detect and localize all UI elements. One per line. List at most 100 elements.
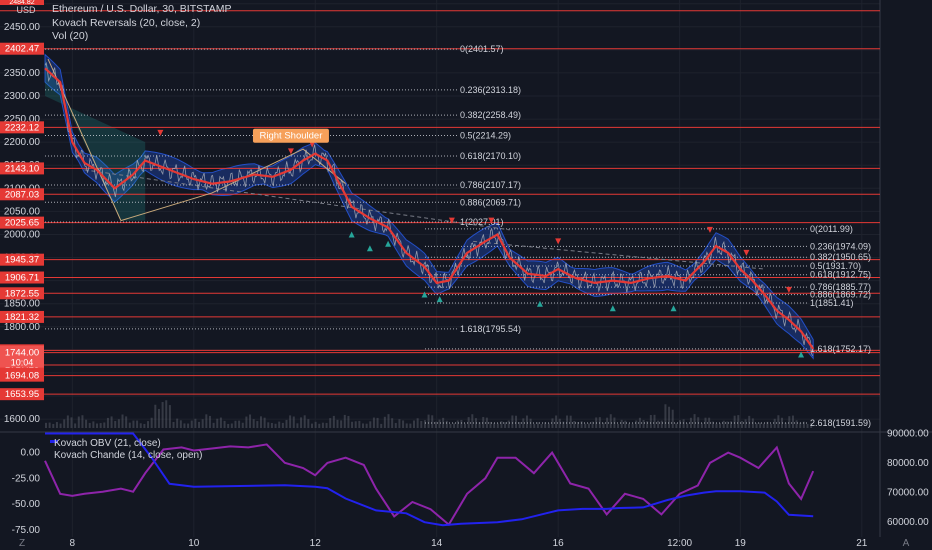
volume-bar bbox=[409, 423, 412, 428]
chart-title: Ethereum / U.S. Dollar, 30, BITSTAMP bbox=[52, 3, 232, 15]
currency-label: USD bbox=[16, 5, 36, 15]
volume-bar bbox=[314, 421, 317, 428]
volume-bar bbox=[802, 421, 805, 428]
volume-bar bbox=[285, 419, 288, 428]
volume-bar bbox=[682, 419, 685, 428]
level-price-tag bbox=[0, 188, 44, 201]
reversal-down-marker bbox=[785, 286, 792, 293]
volume-bar bbox=[249, 414, 252, 428]
reversal-up-marker bbox=[421, 291, 428, 298]
volume-bar bbox=[300, 417, 303, 428]
reversal-down-marker bbox=[743, 249, 750, 256]
indicator-kovach-reversals[interactable]: Kovach Reversals (20, close, 2) bbox=[52, 17, 201, 29]
volume-bar bbox=[267, 422, 270, 428]
volume-bar bbox=[270, 422, 273, 428]
volume-bar bbox=[456, 420, 459, 428]
price-tick-label: 1850.00 bbox=[4, 299, 41, 310]
price-tick-label: 2050.00 bbox=[4, 206, 41, 217]
level-price-tag-text: 2025.65 bbox=[5, 218, 39, 229]
volume-bar bbox=[533, 423, 536, 428]
volume-bar bbox=[219, 417, 222, 428]
reversal-up-marker bbox=[536, 300, 543, 307]
last-price-countdown: 10:04 bbox=[11, 358, 34, 368]
volume-bar bbox=[227, 423, 230, 428]
volume-bar bbox=[365, 423, 368, 428]
volume-bar bbox=[201, 419, 204, 428]
obv-legend-label: Kovach OBV (21, close) bbox=[54, 438, 161, 449]
volume-bar bbox=[183, 423, 186, 428]
volume-bar bbox=[45, 422, 47, 428]
volume-bar bbox=[318, 423, 321, 428]
reversal-down-marker bbox=[555, 238, 562, 245]
fib-level-label: 0.886(1869.72) bbox=[810, 290, 871, 300]
volume-bar bbox=[759, 422, 762, 428]
volume-bar bbox=[165, 400, 168, 428]
indicator-volume[interactable]: Vol (20) bbox=[52, 30, 89, 42]
volume-bar bbox=[85, 419, 88, 428]
level-price-tag bbox=[0, 271, 44, 284]
level-price-tag bbox=[0, 121, 44, 134]
volume-bar bbox=[693, 414, 696, 428]
volume-bar bbox=[493, 423, 496, 428]
volume-bar bbox=[686, 423, 689, 428]
volume-bar bbox=[642, 419, 645, 428]
volume-bar bbox=[638, 417, 641, 428]
volume-bar bbox=[791, 415, 794, 428]
time-tick-label: 12 bbox=[310, 538, 322, 549]
volume-bar bbox=[88, 422, 91, 428]
volume-bar bbox=[343, 414, 346, 428]
volume-bar bbox=[551, 418, 554, 428]
volume-bar bbox=[289, 415, 292, 428]
price-tick-label: 2300.00 bbox=[4, 91, 41, 102]
reversal-up-marker bbox=[385, 240, 392, 247]
volume-bar bbox=[241, 422, 244, 428]
grid-lines bbox=[0, 0, 932, 537]
volume-bar bbox=[540, 423, 543, 428]
volume-bar bbox=[70, 417, 73, 428]
level-price-tag-text: 2402.47 bbox=[5, 44, 39, 55]
fib-level-label: 1(2027.01) bbox=[460, 217, 504, 227]
volume-bar bbox=[660, 420, 663, 428]
volume-bar bbox=[172, 421, 175, 428]
volume-bar bbox=[671, 409, 674, 428]
volume-bar bbox=[496, 423, 499, 428]
reversal-up-marker bbox=[670, 305, 677, 312]
volume-bar bbox=[668, 406, 671, 428]
volume-bar bbox=[325, 422, 328, 428]
volume-bar bbox=[157, 408, 160, 428]
price-tick-label: 1800.00 bbox=[4, 322, 41, 333]
volume-bar bbox=[230, 423, 233, 428]
price-tags: 2402.47 2232.12 2143.10 2087.03 2025.65 1945.… bbox=[0, 42, 44, 401]
level-price-tag-text: 1821.32 bbox=[5, 312, 39, 323]
osc-right-tick: 60000.00 bbox=[887, 517, 929, 528]
reversal-down-marker bbox=[309, 141, 316, 148]
volume-bar bbox=[198, 421, 201, 428]
volume-bar bbox=[733, 415, 736, 428]
reversal-down-marker bbox=[488, 217, 495, 224]
kovach-obv-line bbox=[45, 432, 814, 527]
volume-bar bbox=[678, 420, 681, 428]
volume-bar bbox=[55, 422, 58, 428]
reversal-up-marker bbox=[348, 231, 355, 238]
price-tick-label: 2350.00 bbox=[4, 68, 41, 79]
volume-bar bbox=[205, 414, 208, 428]
volume-bar bbox=[762, 423, 765, 428]
volume-bar bbox=[617, 423, 620, 428]
level-price-tag bbox=[0, 253, 44, 266]
osc-left-tick: 0.00 bbox=[21, 448, 41, 459]
obv-legend-swatch bbox=[50, 440, 58, 443]
annotations: Right Shoulder bbox=[252, 128, 329, 143]
osc-left-tick: -25.00 bbox=[12, 473, 41, 484]
volume-bar bbox=[420, 420, 423, 428]
fib-level-label: 0.618(1912.75) bbox=[810, 270, 871, 280]
volume-bar bbox=[380, 423, 383, 428]
kovach-channel bbox=[44, 53, 814, 360]
volume-bar bbox=[416, 418, 419, 428]
price-tick-label: 2000.00 bbox=[4, 229, 41, 240]
volume-bar bbox=[507, 420, 510, 428]
fib-level-label: 1(1851.41) bbox=[810, 298, 854, 308]
reversal-up-marker bbox=[609, 305, 616, 312]
volume-bar bbox=[117, 419, 120, 428]
reversal-down-marker bbox=[157, 129, 164, 136]
volume-bar bbox=[657, 420, 660, 428]
